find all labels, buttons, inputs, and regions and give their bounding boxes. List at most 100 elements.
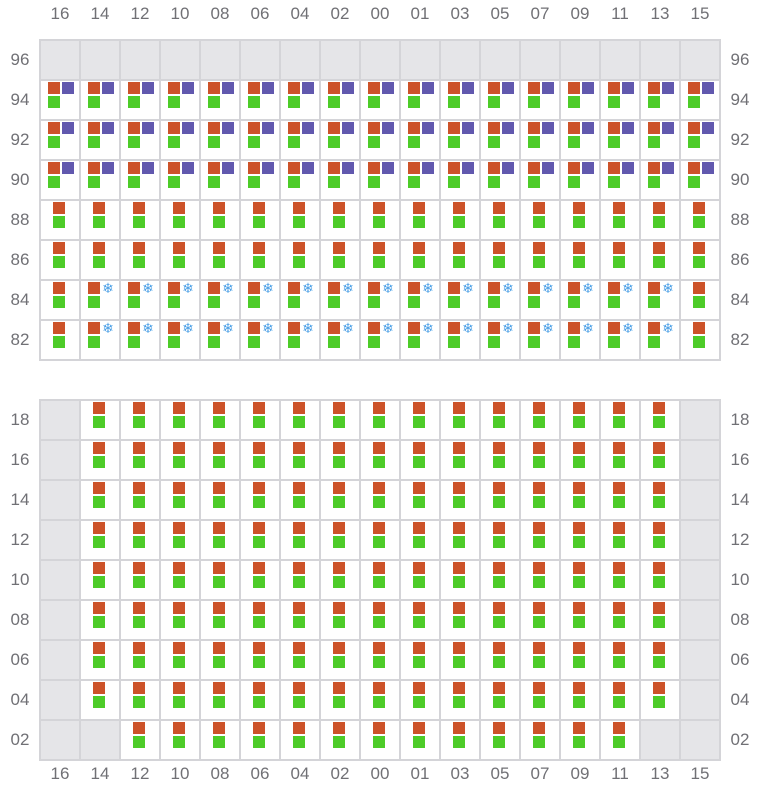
container-slot[interactable] (240, 120, 280, 160)
container-slot[interactable] (560, 200, 600, 240)
container-slot[interactable] (320, 560, 360, 600)
container-slot[interactable] (160, 640, 200, 680)
container-slot[interactable] (240, 440, 280, 480)
container-slot[interactable] (440, 680, 480, 720)
container-slot[interactable]: ❄ (80, 280, 120, 320)
container-slot[interactable] (520, 560, 560, 600)
container-slot[interactable] (640, 480, 680, 520)
container-slot[interactable] (120, 440, 160, 480)
container-slot[interactable] (160, 520, 200, 560)
container-slot[interactable] (680, 80, 720, 120)
container-slot[interactable]: ❄ (320, 320, 360, 360)
container-slot[interactable] (160, 400, 200, 440)
container-slot[interactable] (520, 680, 560, 720)
container-slot[interactable] (320, 680, 360, 720)
container-slot[interactable] (400, 600, 440, 640)
container-slot[interactable] (200, 640, 240, 680)
container-slot[interactable] (520, 120, 560, 160)
container-slot[interactable] (80, 160, 120, 200)
container-slot[interactable] (480, 480, 520, 520)
container-slot[interactable]: ❄ (560, 280, 600, 320)
container-slot[interactable] (520, 480, 560, 520)
container-slot[interactable] (320, 600, 360, 640)
container-slot[interactable] (280, 400, 320, 440)
empty-slot[interactable] (40, 400, 80, 440)
container-slot[interactable] (360, 640, 400, 680)
container-slot[interactable] (360, 720, 400, 760)
container-slot[interactable] (400, 160, 440, 200)
container-slot[interactable] (200, 520, 240, 560)
container-slot[interactable]: ❄ (600, 280, 640, 320)
container-slot[interactable] (40, 160, 80, 200)
container-slot[interactable] (200, 400, 240, 440)
container-slot[interactable] (400, 480, 440, 520)
container-slot[interactable] (240, 400, 280, 440)
container-slot[interactable]: ❄ (400, 280, 440, 320)
container-slot[interactable] (200, 600, 240, 640)
container-slot[interactable] (120, 680, 160, 720)
container-slot[interactable] (120, 520, 160, 560)
container-slot[interactable] (600, 680, 640, 720)
container-slot[interactable] (200, 120, 240, 160)
container-slot[interactable] (200, 200, 240, 240)
container-slot[interactable] (80, 400, 120, 440)
container-slot[interactable] (640, 400, 680, 440)
container-slot[interactable] (320, 400, 360, 440)
container-slot[interactable] (480, 720, 520, 760)
container-slot[interactable] (160, 200, 200, 240)
container-slot[interactable]: ❄ (160, 280, 200, 320)
container-slot[interactable] (240, 160, 280, 200)
container-slot[interactable] (600, 240, 640, 280)
empty-slot[interactable] (40, 560, 80, 600)
container-slot[interactable] (360, 120, 400, 160)
container-slot[interactable] (480, 240, 520, 280)
container-slot[interactable] (320, 160, 360, 200)
container-slot[interactable] (240, 240, 280, 280)
container-slot[interactable] (480, 600, 520, 640)
empty-slot[interactable] (40, 520, 80, 560)
container-slot[interactable] (280, 440, 320, 480)
container-slot[interactable] (240, 480, 280, 520)
container-slot[interactable] (80, 240, 120, 280)
container-slot[interactable] (680, 280, 720, 320)
empty-slot[interactable] (160, 40, 200, 80)
container-slot[interactable] (400, 560, 440, 600)
container-slot[interactable]: ❄ (440, 320, 480, 360)
empty-slot[interactable] (80, 40, 120, 80)
container-slot[interactable] (240, 680, 280, 720)
container-slot[interactable] (440, 480, 480, 520)
container-slot[interactable] (560, 160, 600, 200)
container-slot[interactable]: ❄ (480, 280, 520, 320)
container-slot[interactable] (40, 120, 80, 160)
empty-slot[interactable] (40, 720, 80, 760)
container-slot[interactable] (440, 560, 480, 600)
container-slot[interactable] (360, 200, 400, 240)
container-slot[interactable] (80, 560, 120, 600)
container-slot[interactable] (40, 80, 80, 120)
container-slot[interactable] (440, 720, 480, 760)
empty-slot[interactable] (680, 400, 720, 440)
container-slot[interactable] (120, 120, 160, 160)
empty-slot[interactable] (680, 440, 720, 480)
container-slot[interactable] (200, 680, 240, 720)
container-slot[interactable] (360, 240, 400, 280)
container-slot[interactable] (560, 480, 600, 520)
container-slot[interactable] (400, 80, 440, 120)
container-slot[interactable] (680, 240, 720, 280)
container-slot[interactable]: ❄ (600, 320, 640, 360)
container-slot[interactable]: ❄ (280, 320, 320, 360)
container-slot[interactable] (480, 640, 520, 680)
container-slot[interactable] (240, 80, 280, 120)
container-slot[interactable] (680, 120, 720, 160)
container-slot[interactable] (320, 640, 360, 680)
container-slot[interactable] (360, 560, 400, 600)
container-slot[interactable] (280, 560, 320, 600)
empty-slot[interactable] (40, 40, 80, 80)
container-slot[interactable] (680, 320, 720, 360)
container-slot[interactable] (560, 680, 600, 720)
container-slot[interactable] (560, 80, 600, 120)
container-slot[interactable] (640, 560, 680, 600)
container-slot[interactable] (560, 440, 600, 480)
container-slot[interactable] (560, 400, 600, 440)
empty-slot[interactable] (680, 40, 720, 80)
